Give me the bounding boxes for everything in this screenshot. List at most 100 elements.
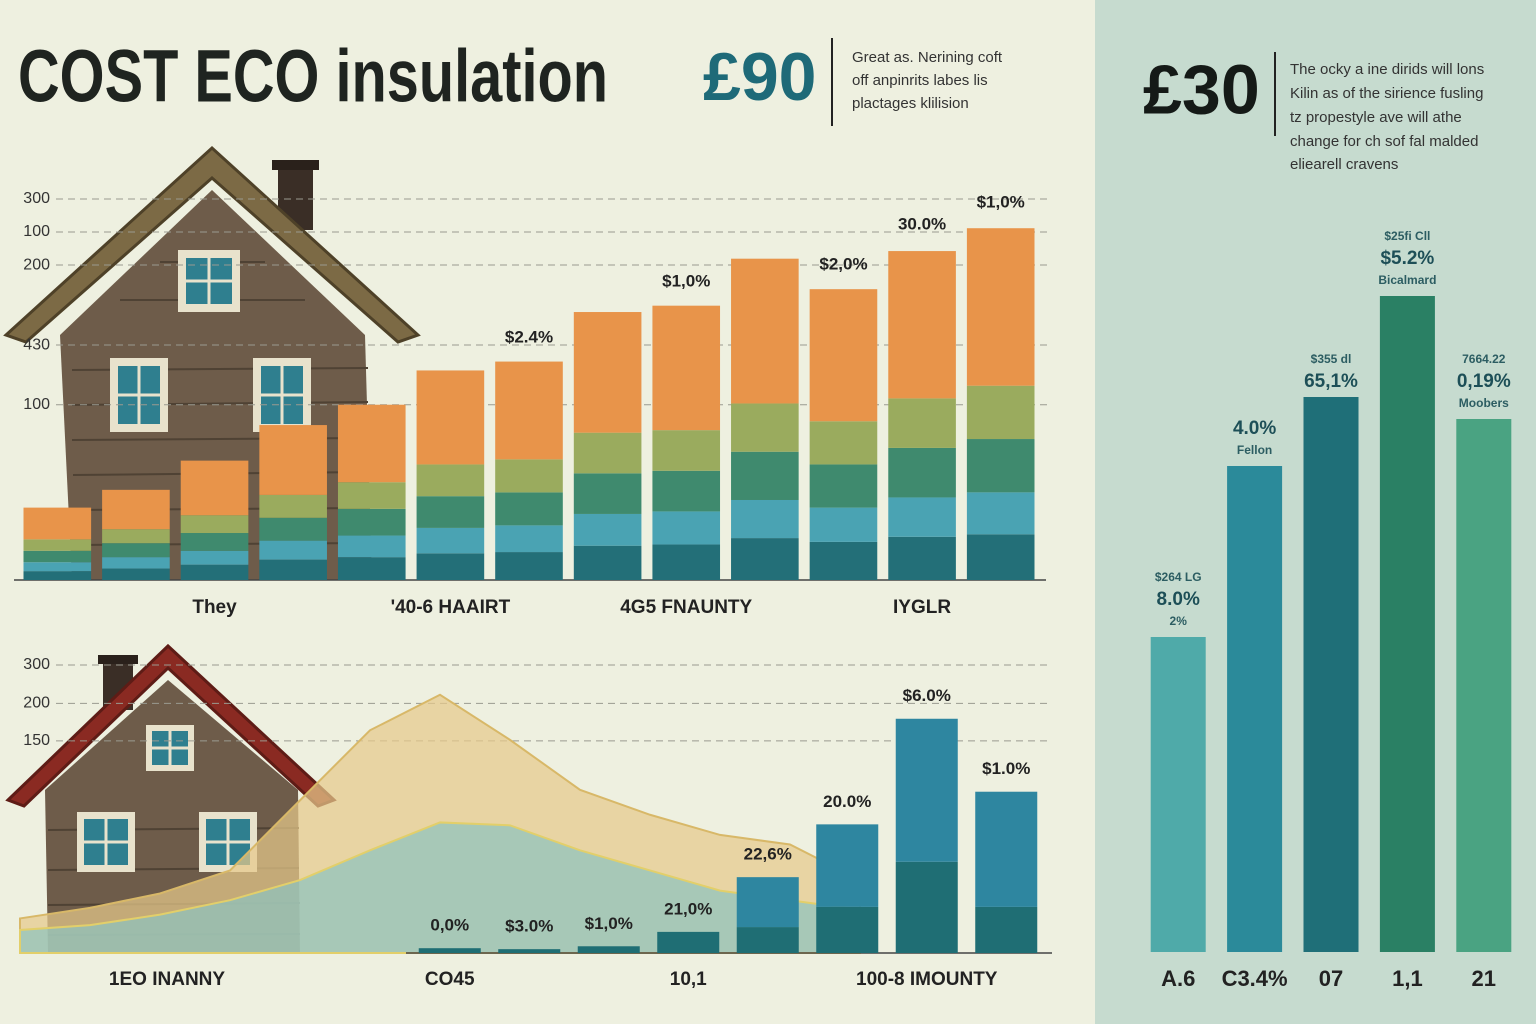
price-right: £30 [1143,50,1260,128]
bar-segment [495,492,563,526]
bar-segment [337,535,406,558]
bar-annotation: $2,0% [819,254,867,273]
bar-segment [731,451,799,500]
bar-segment [495,525,563,553]
note-line: eliearell cravens [1290,156,1398,173]
bar-segment [888,447,956,498]
y-tick-label: 150 [23,732,50,749]
x-tick-label: '40-6 HAAIRT [391,597,511,618]
charts: 300 200 150 1EO INANNY 300 100 200 430 100 They '4… [14,190,1512,991]
y-tick-label: 100 [23,396,50,413]
x-tick-label: A.6 [1161,966,1195,991]
x-tick-label: 10,1 [670,969,707,990]
bar-segment [102,529,170,544]
bar-segment [652,544,721,580]
bar-annotation: $5.2% [1380,248,1434,269]
bar-segment [416,496,485,528]
bar-segment [736,877,799,928]
bar-segment [23,562,92,572]
bar-segment [573,545,642,580]
x-tick-label: 4G5 FNAUNTY [620,597,752,618]
bar-annotation: $264 LG [1155,570,1202,584]
bar-segment [495,361,563,460]
bar-annotation: Moobers [1459,396,1509,410]
bar-segment [337,482,406,509]
bar-segment [895,718,958,862]
bar-segment [652,511,721,545]
note-line: change for ch sof fal malded [1290,133,1478,150]
bar-annotation: 2% [1170,614,1188,628]
bar-segment [573,513,642,546]
bar-segment [416,527,485,554]
bar-segment [102,557,170,569]
x-tick-label: 07 [1319,966,1343,991]
bar-segment [416,370,485,465]
bar-annotation: 20.0% [823,792,871,811]
bar-segment [816,824,879,907]
bar-annotation: $6.0% [903,686,951,705]
bar-annotation: $1,0% [585,914,633,933]
bar-segment [337,557,406,580]
bar-segment [652,305,721,431]
bar-segment [975,791,1038,907]
bar-segment [259,494,327,518]
bar-segment [888,251,956,399]
bar-segment [416,553,485,580]
y-tick-label: 200 [23,256,50,273]
bar-segment [337,404,406,483]
bar-annotation: $3.0% [505,917,553,936]
bar-annotation: $355 dl [1311,352,1352,366]
bar-segment [573,432,642,474]
bar-segment [966,492,1035,535]
bar-segment [180,460,249,516]
bar [1379,296,1435,952]
bar-segment [259,425,327,495]
bar-segment [573,473,642,514]
bar [1456,419,1512,952]
bar-annotation: 65,1% [1304,371,1358,392]
note-line: The ocky a ine dirids will lons [1290,61,1484,78]
x-tick-label: C3.4% [1222,966,1288,991]
y-tick-label: 300 [23,656,50,673]
bar-segment [498,949,561,953]
bar-segment [259,559,327,580]
x-tick-label: IYGLR [893,597,951,618]
note-line: Great as. Nerining coft [852,49,1003,66]
bar-segment [23,571,92,580]
y-tick-label: 300 [23,190,50,207]
note-line: Kilin as of the sirience fusling [1290,85,1483,102]
bar-segment [966,534,1035,580]
note-line: tz propestyle ave will athe [1290,109,1462,126]
bar-annotation: 7664.22 [1462,352,1506,366]
bar-segment [809,464,878,508]
bar-annotation: $1.0% [982,759,1030,778]
bar-segment [23,539,92,551]
y-tick-label: 430 [23,336,50,353]
bar-segment [966,439,1035,493]
bar-segment [23,507,92,540]
x-tick-label: 21 [1472,966,1496,991]
bar-segment [731,258,799,404]
bar-segment [736,927,799,953]
bar-annotation: 0,0% [430,916,469,935]
bar-segment [895,861,958,953]
bar-annotation: $25fi Cll [1384,229,1430,243]
bar-segment [888,398,956,448]
bar-segment [180,550,249,565]
bar-segment [888,497,956,537]
bar-segment [809,507,878,542]
bar-segment [975,906,1038,953]
title: COST ECO insulation [18,35,608,118]
bar-segment [259,517,327,541]
bar-segment [573,312,642,433]
x-tick-label: 1,1 [1392,966,1423,991]
bar-annotation: 0,19% [1457,371,1511,392]
bar-annotation: 22,6% [744,845,792,864]
bar-segment [180,515,249,534]
bar-annotation: Fellon [1237,443,1272,457]
bar [1303,397,1359,952]
bar-segment [966,228,1035,386]
bar-segment [816,906,879,953]
bar-segment [809,421,878,465]
